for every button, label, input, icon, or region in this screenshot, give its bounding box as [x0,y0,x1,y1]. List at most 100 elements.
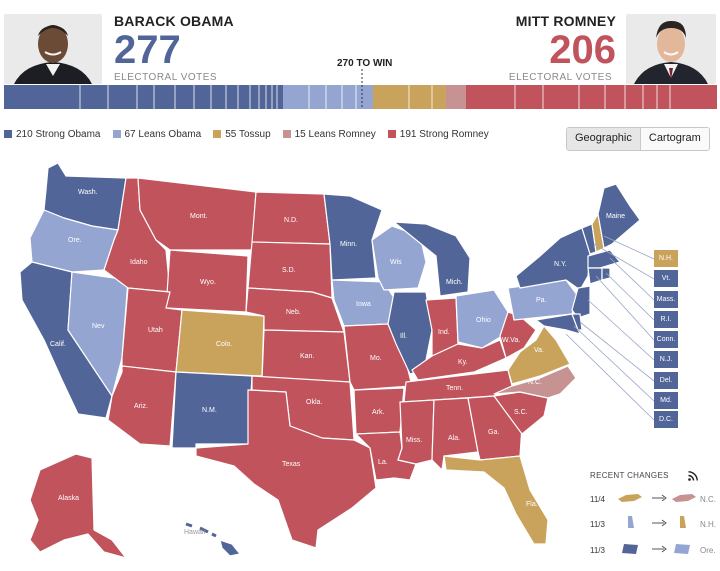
state-ky[interactable] [411,339,507,381]
state-miss[interactable] [397,399,435,465]
label-ill: Ill. [400,333,407,340]
state-wva[interactable] [499,311,537,359]
label-sd: S.D. [282,267,296,274]
state-ri[interactable] [601,267,611,281]
label-okla: Okla. [306,399,322,406]
swatch [282,130,291,138]
rss-icon[interactable] [688,471,698,481]
recent-row-2-shapes [628,516,686,528]
label-ky: Ky. [458,359,468,366]
state-hawaii[interactable] [219,539,241,557]
obama-portrait [4,14,102,84]
label-wva: W.Va. [502,337,520,344]
legend-label: 55 Tossup [225,128,271,140]
romney-name: MITT ROMNEY [515,13,616,29]
obama-votes-label: ELECTORAL VOTES [114,72,218,83]
label-neb: Neb. [286,309,301,316]
state-texas[interactable] [195,389,377,549]
state-va[interactable] [507,325,571,385]
obama-votes: 277 [114,28,181,72]
label-ore: Ore. [68,237,82,244]
to-win-label: 270 TO WIN [337,58,393,69]
label-mo: Mo. [370,355,382,362]
legend-label: 191 Strong Romney [399,128,489,140]
view-toggle: Geographic Cartogram [566,127,710,151]
state-hawaii-small[interactable] [185,522,217,538]
label-idaho: Idaho [130,259,148,266]
label-alaska: Alaska [58,495,79,502]
label-minn: Minn. [340,241,357,248]
box-vt[interactable]: Vt. [654,270,678,287]
recent-row-3-shapes [622,544,690,554]
state-maine[interactable] [597,183,641,249]
box-conn[interactable]: Conn. [654,331,678,348]
legend: 210 Strong Obama 67 Leans Obama 55 Tossu… [4,127,501,141]
state-ny[interactable] [515,227,591,291]
state-minn[interactable] [323,193,383,281]
label-hawaii: Hawaii [184,529,205,536]
state-mich[interactable] [393,221,471,297]
label-nev: Nev [92,323,105,330]
recent-row-1-shapes [618,494,696,502]
geographic-button[interactable]: Geographic [567,128,641,150]
label-pa: Pa. [536,297,547,304]
legend-label: 15 Leans Romney [294,128,376,140]
swatch [112,130,121,138]
swatch [387,130,396,138]
state-nj[interactable] [571,285,591,319]
recent-date: 11/3 [590,520,605,529]
label-iowa: Iowa [356,301,371,308]
bar-strong-romney [466,85,717,109]
swatch [213,130,222,138]
state-del[interactable] [571,313,583,331]
box-del[interactable]: Del. [654,372,678,389]
label-tenn: Tenn. [446,385,463,392]
box-mass[interactable]: Mass. [654,291,678,308]
legend-strong-obama: 210 Strong Obama [4,129,101,140]
state-la[interactable] [355,431,417,481]
bar-leans-obama [283,85,373,109]
label-colo: Colo. [216,341,232,348]
label-nc: N.C. [528,379,542,386]
bar-strong-obama [4,85,283,109]
cartogram-button[interactable]: Cartogram [640,128,709,150]
label-texas: Texas [282,461,301,468]
box-ri[interactable]: R.I. [654,311,678,328]
state-nc[interactable] [493,365,577,399]
label-mont: Mont. [190,213,208,220]
state-conn[interactable] [587,267,603,285]
label-nd: N.D. [284,217,298,224]
electoral-bar [4,85,717,109]
legend-label: 67 Leans Obama [124,128,202,140]
box-dc[interactable]: D.C. [654,411,678,428]
swatch [4,130,12,138]
romney-votes-label: ELECTORAL VOTES [508,72,612,83]
label-miss: Miss. [406,437,422,444]
label-ny: N.Y. [554,261,567,268]
state-fla[interactable] [443,455,549,545]
label-utah: Utah [148,327,163,334]
legend-leans-obama: 67 Leans Obama [112,128,202,140]
box-nh[interactable]: N.H. [654,250,678,267]
label-kan: Kan. [300,353,314,360]
label-fla: Fla. [526,501,538,508]
recent-date: 11/4 [590,495,605,504]
state-alaska[interactable] [29,453,127,559]
bar-state-dividers [79,85,671,109]
label-sc: S.C. [514,409,528,416]
box-nj[interactable]: N.J. [654,351,678,368]
state-md[interactable] [535,313,581,335]
recent-state: Ore. [700,546,716,555]
legend-label: 210 Strong Obama [16,128,101,140]
label-ohio: Ohio [476,317,491,324]
label-wyo: Wyo. [200,279,216,286]
recent-date: 11/3 [590,546,605,555]
recent-state: N.H. [700,520,716,529]
obama-name: BARACK OBAMA [114,13,234,29]
state-wis[interactable] [371,225,427,291]
label-calif: Calif. [50,341,66,348]
romney-votes: 206 [549,28,616,72]
box-md[interactable]: Md. [654,392,678,409]
recent-changes-title: RECENT CHANGES [590,471,669,480]
label-ind: Ind. [438,329,450,336]
